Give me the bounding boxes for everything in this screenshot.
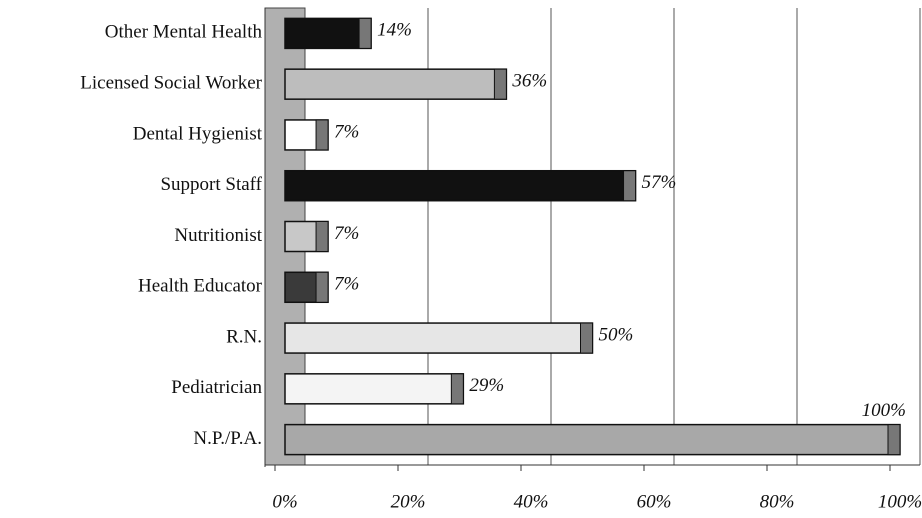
y-tick-label: N.P./P.A. [193,428,262,449]
data-label: 50% [599,324,634,345]
data-label: 7% [334,223,359,244]
data-label: 14% [377,20,412,41]
y-tick-label: Dental Hygienist [133,123,263,144]
bar-end [315,119,329,151]
y-tick-label: Nutritionist [174,225,262,246]
bar-end [358,17,372,49]
bar-end [887,424,901,456]
data-label: 7% [334,274,359,295]
y-tick-label: Licensed Social Worker [80,73,262,94]
bar [284,169,637,202]
bar [284,322,594,354]
x-tick-label: 40% [514,491,549,512]
bar-end [450,373,464,405]
data-label: 57% [642,172,677,193]
data-label: 36% [511,71,547,92]
x-tick-label: 0% [272,491,297,512]
x-tick-label: 80% [760,491,795,512]
y-tick-label: Pediatrician [171,377,262,398]
y-tick-label: R.N. [226,326,262,347]
bar-end [580,322,593,354]
x-tick-label: 60% [637,491,672,512]
bar [284,17,372,50]
y-tick-label: Support Staff [160,174,262,195]
x-tick-label: 100% [878,491,922,512]
bar [284,373,465,405]
x-tick-label: 20% [391,491,426,512]
bar-end [315,271,329,303]
data-label: 29% [469,375,504,396]
y-tick-label: Other Mental Health [105,22,263,43]
bar-end [493,68,507,100]
data-label: 100% [862,400,906,421]
data-label: 7% [334,121,359,142]
bar-end [315,221,329,252]
bar [284,423,901,456]
y-tick-label: Health Educator [138,276,263,297]
bar-end [623,170,637,202]
bar [284,68,508,100]
